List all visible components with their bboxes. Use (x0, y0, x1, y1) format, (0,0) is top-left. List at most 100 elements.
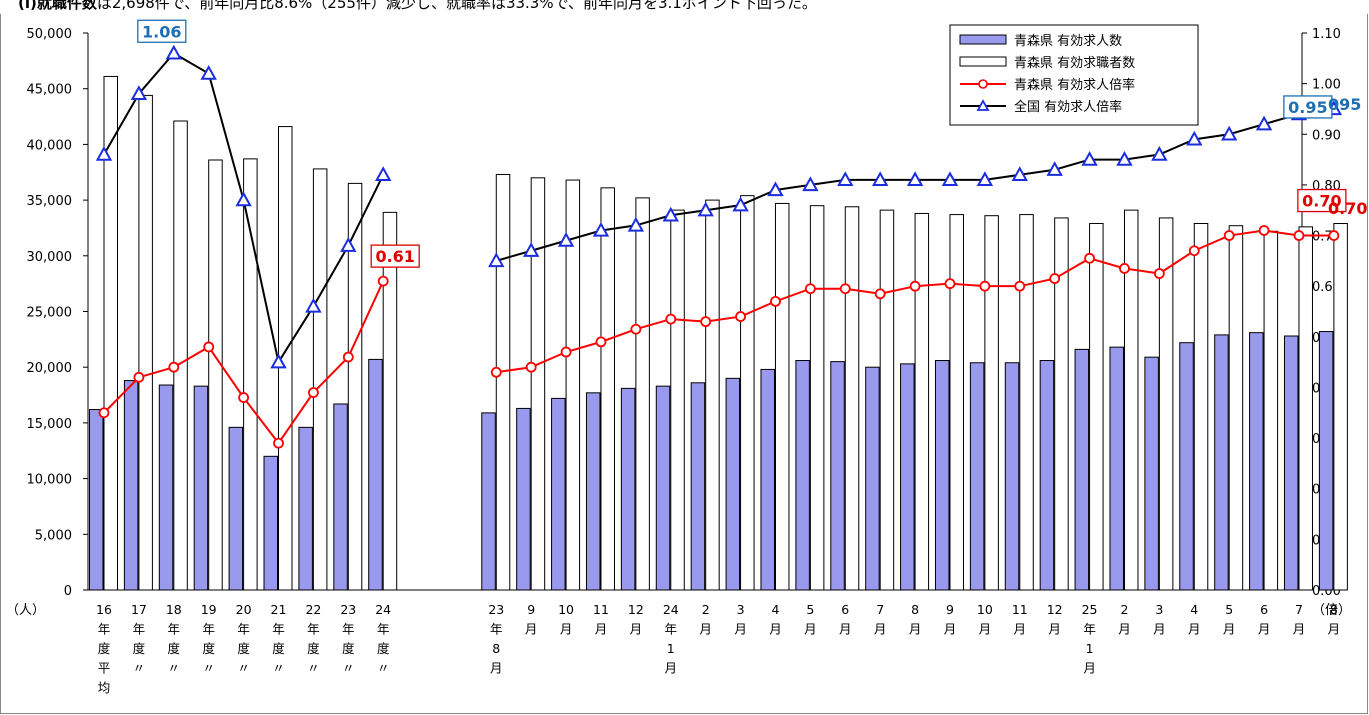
category-label: 〃 (272, 661, 285, 676)
bar-job-seekers (495, 173, 511, 591)
category-label: 21 (271, 602, 287, 617)
category-label: 12 (1047, 602, 1063, 617)
bar-job-seekers (530, 177, 546, 591)
category-label: 〃 (237, 661, 250, 676)
national-ratio-point (165, 44, 182, 60)
annotation-label: 0.61 (375, 247, 414, 266)
category-label: 月 (1293, 622, 1306, 637)
bar-job-offers (1283, 335, 1299, 591)
category-label: 月 (1014, 622, 1027, 637)
bar-job-seekers (1298, 226, 1313, 591)
header-bold: (i)就職件数 (18, 0, 97, 12)
bar-job-offers (123, 380, 139, 591)
national-ratio-point (375, 166, 392, 181)
bar-job-offers (551, 397, 566, 591)
aomori-ratio-point (1014, 280, 1026, 292)
category-label: 6 (1260, 602, 1268, 617)
left-tick-label: 0 (64, 584, 72, 599)
legend-marker (976, 99, 990, 111)
category-label: 度 (342, 641, 355, 656)
aomori-ratio-point (560, 346, 572, 358)
category-label: 25 (1082, 602, 1098, 617)
category-label: 度 (168, 641, 181, 656)
category-label: 年 (377, 622, 390, 637)
category-label: 10 (558, 602, 574, 617)
bar-job-seekers (705, 199, 720, 591)
bar-job-seekers (635, 197, 650, 591)
category-label: 16 (96, 602, 112, 617)
aomori-ratio-point (377, 275, 389, 287)
bar-job-offers (193, 385, 209, 591)
bar-job-seekers (984, 215, 999, 591)
category-label: 月 (665, 661, 678, 676)
national-ratio-point (1220, 125, 1238, 141)
category-label: 22 (305, 602, 321, 617)
left-tick-label: 35,000 (27, 194, 73, 209)
national-ratio-point (1011, 166, 1028, 181)
bars (89, 75, 1348, 591)
aomori-ratio-point (1084, 252, 1095, 264)
category-label: 年 (168, 622, 181, 637)
chart-frame (0, 14, 1368, 714)
bar-job-offers (1109, 346, 1124, 591)
bar-job-seekers (1089, 222, 1104, 591)
national-ratio-point (697, 201, 714, 217)
category-label: 度 (133, 641, 146, 656)
category-label: 〃 (377, 661, 390, 676)
bar-job-offers (228, 426, 244, 591)
category-label: 月 (979, 622, 992, 637)
category-label: 度 (98, 641, 111, 656)
category-label: 年 (1083, 622, 1096, 637)
bar-job-seekers (1158, 217, 1174, 591)
bar-job-seekers (1263, 230, 1279, 591)
category-label: 7 (876, 602, 884, 617)
bar-job-offers (620, 387, 636, 591)
national-ratio-point (522, 242, 540, 257)
national-ratio-point (732, 196, 749, 212)
category-label: 度 (307, 641, 320, 656)
bar-job-seekers (1054, 217, 1069, 591)
aomori-ratio-point (98, 407, 110, 419)
national-ratio-point (1186, 130, 1203, 146)
national-ratio-point (235, 191, 252, 207)
category-label: 7 (1295, 602, 1303, 617)
category-label: 月 (1153, 622, 1166, 637)
legend-label: 青森県 有効求職者数 (1014, 56, 1135, 71)
national-ratio-point (305, 297, 322, 313)
category-label: 17 (131, 602, 147, 617)
aomori-ratio-point (735, 311, 746, 322)
national-ratio-point (627, 216, 645, 232)
national-ratio-point (488, 252, 505, 268)
category-label: 3 (737, 602, 745, 617)
aomori-ratio-point (839, 283, 851, 295)
category-label: 年 (490, 622, 503, 637)
category-label: 3 (1155, 602, 1163, 617)
category-label: 月 (1083, 661, 1096, 676)
national-ratio-point (1046, 161, 1063, 176)
category-label: 24 (663, 602, 679, 617)
national-ratio-point (802, 176, 819, 192)
bar-job-seekers (103, 75, 118, 591)
category-label: 月 (560, 622, 573, 637)
bar-job-offers (690, 382, 706, 591)
national-ratio-point (976, 171, 994, 187)
bar-job-seekers (1228, 225, 1244, 591)
bar-job-offers (298, 426, 313, 591)
aomori-ratio-point (1293, 230, 1305, 241)
category-label: 月 (699, 622, 712, 637)
national-ratio-point (1151, 145, 1168, 161)
category-label: 9 (527, 602, 535, 617)
category-label: 20 (236, 602, 252, 617)
aomori-ratio-point (273, 437, 284, 449)
aomori-ratio-point (665, 313, 677, 325)
bar-job-seekers (347, 182, 363, 591)
right-tick-label: 1.00 (1312, 78, 1341, 93)
left-tick-label: 45,000 (27, 83, 73, 98)
right-tick-label: 0.90 (1312, 128, 1341, 143)
category-label: 10 (977, 602, 993, 617)
category-label: 〃 (307, 661, 320, 676)
category-label: 4 (771, 602, 779, 617)
aomori-ratio-point (525, 361, 537, 373)
aomori-ratio-point (979, 280, 991, 292)
bar-job-offers (725, 377, 741, 591)
